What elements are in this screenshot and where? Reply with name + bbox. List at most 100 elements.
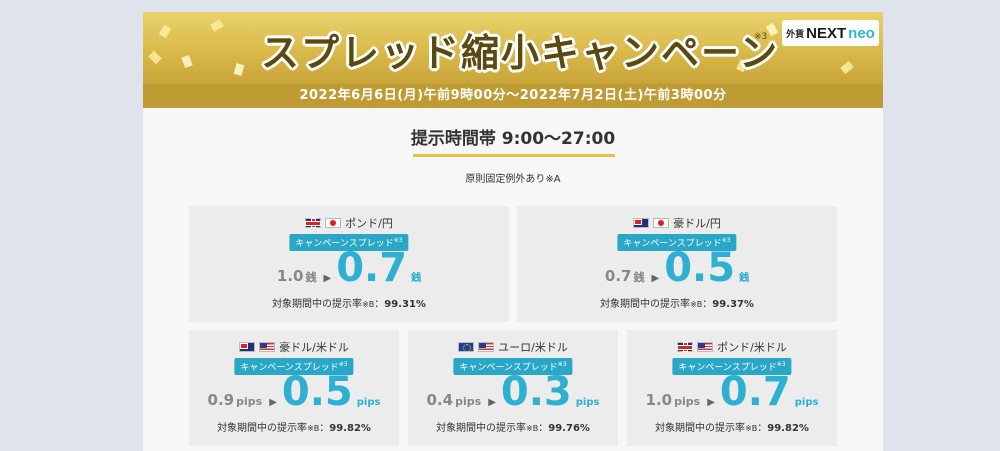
badge-note: ※3	[557, 361, 567, 368]
jp-flag-icon	[325, 218, 342, 228]
confetti-decoration	[233, 63, 245, 76]
pair-label: ポンド/米ドル	[717, 341, 787, 354]
spread-values: 1.0 pips ▶ 0.7 pips	[627, 372, 837, 412]
campaign-spread-unit: 銭	[411, 273, 422, 284]
rate-note: ※B	[526, 424, 539, 433]
presentation-rate: 対象期間中の提示率※B：99.82%	[655, 423, 809, 434]
arrow-right-icon: ▶	[707, 397, 715, 408]
campaign-spread: 0.7	[336, 245, 408, 291]
campaign-period: 2022年6月6日(月)午前9時00分～2022年7月2日(土)午前3時00分	[143, 84, 883, 108]
campaign-spread-unit: 銭	[739, 273, 750, 284]
spread-values: 0.9 pips ▶ 0.5 pips	[189, 372, 399, 412]
rate-value: 99.82%	[767, 423, 809, 434]
badge-note: ※3	[776, 361, 786, 368]
us-flag-icon	[697, 342, 714, 352]
badge-label: キャンペーンスプレッド	[295, 239, 394, 249]
old-spread-unit: pips	[236, 395, 263, 408]
au-flag-icon	[633, 218, 650, 228]
confetti-decoration	[148, 50, 162, 65]
campaign-spread-badge: キャンペーンスプレッド※3	[672, 358, 792, 375]
banner-title: スプレッド縮小キャンペーン	[261, 31, 780, 75]
logo-neo-text: neo	[848, 24, 875, 42]
campaign-spread: 0.3	[500, 369, 572, 415]
spread-values: 0.7 銭 ▶ 0.5 銭	[517, 248, 837, 288]
presentation-rate: 対象期間中の提示率※B：99.37%	[600, 299, 754, 310]
rate-value: 99.31%	[384, 299, 426, 310]
au-flag-icon	[239, 342, 256, 352]
confetti-decoration	[181, 54, 193, 69]
presentation-rate: 対象期間中の提示率※B：99.76%	[436, 423, 590, 434]
campaign-spread-badge: キャンペーンスプレッド※3	[289, 234, 409, 251]
old-spread-unit: pips	[455, 395, 482, 408]
badge-label: キャンペーンスプレッド	[623, 239, 722, 249]
spread-card-audusd: 豪ドル/米ドル キャンペーンスプレッド※3 0.9 pips ▶ 0.5 pip…	[189, 330, 399, 446]
presentation-rate: 対象期間中の提示率※B：99.82%	[217, 423, 371, 434]
currency-pair: ユーロ/米ドル	[408, 339, 618, 355]
campaign-spread-unit: pips	[794, 397, 819, 408]
old-spread: 1.0	[645, 391, 673, 409]
campaign-spread-unit: pips	[575, 397, 600, 408]
currency-pair: ポンド/円	[189, 215, 509, 231]
campaign-spread: 0.5	[281, 369, 353, 415]
rate-label: 対象期間中の提示率	[217, 423, 308, 434]
campaign-spread-badge: キャンペーンスプレッド※3	[617, 234, 737, 251]
campaign-panel: スプレッド縮小キャンペーン ※3 外貨 NEXT neo 2022年6月6日(月…	[143, 12, 883, 451]
rate-note: ※B	[690, 300, 703, 309]
badge-label: キャンペーンスプレッド	[678, 363, 777, 373]
old-spread-unit: 銭	[305, 271, 317, 284]
pair-label: ポンド/円	[345, 217, 393, 230]
rate-label: 対象期間中の提示率	[600, 299, 691, 310]
rate-label: 対象期間中の提示率	[655, 423, 746, 434]
rate-value: 99.76%	[548, 423, 590, 434]
nextneo-logo: 外貨 NEXT neo	[782, 20, 879, 46]
eu-flag-icon	[458, 342, 475, 352]
confetti-decoration	[840, 60, 854, 75]
pair-label: ユーロ/米ドル	[498, 341, 568, 354]
spread-values: 1.0 銭 ▶ 0.7 銭	[189, 248, 509, 288]
banner-note: ※3	[754, 32, 768, 42]
campaign-banner: スプレッド縮小キャンペーン ※3 外貨 NEXT neo	[143, 12, 883, 84]
campaign-spread-badge: キャンペーンスプレッド※3	[453, 358, 573, 375]
badge-note: ※3	[721, 237, 731, 244]
pair-label: 豪ドル/円	[673, 217, 721, 230]
rate-note: ※B	[307, 424, 320, 433]
arrow-right-icon: ▶	[651, 273, 660, 284]
spread-card-audjpy: 豪ドル/円 キャンペーンスプレッド※3 0.7 銭 ▶ 0.5 銭 対象期間中の…	[517, 206, 837, 322]
presentation-rate: 対象期間中の提示率※B：99.31%	[272, 299, 426, 310]
confetti-decoration	[158, 24, 172, 39]
currency-pair: ポンド/米ドル	[627, 339, 837, 355]
badge-note: ※3	[338, 361, 348, 368]
spread-card-eurusd: ユーロ/米ドル キャンペーンスプレッド※3 0.4 pips ▶ 0.3 pip…	[408, 330, 618, 446]
currency-pair: 豪ドル/円	[517, 215, 837, 231]
rate-value: 99.37%	[712, 299, 754, 310]
logo-jp-text: 外貨	[786, 29, 805, 40]
rate-label: 対象期間中の提示率	[436, 423, 527, 434]
uk-flag-icon	[677, 342, 694, 352]
spread-card-gbpjpy: ポンド/円 キャンペーンスプレッド※3 1.0 銭 ▶ 0.7 銭 対象期間中の…	[189, 206, 509, 322]
badge-label: キャンペーンスプレッド	[240, 363, 339, 373]
campaign-spread: 0.7	[719, 369, 791, 415]
confetti-decoration	[210, 19, 224, 32]
us-flag-icon	[259, 342, 276, 352]
campaign-spread-unit: pips	[356, 397, 381, 408]
campaign-spread: 0.5	[664, 245, 736, 291]
old-spread: 0.4	[426, 391, 454, 409]
old-spread-unit: 銭	[633, 271, 645, 284]
badge-note: ※3	[393, 237, 403, 244]
arrow-right-icon: ▶	[323, 273, 332, 284]
rate-note: ※B	[745, 424, 758, 433]
arrow-right-icon: ▶	[269, 397, 277, 408]
badge-label: キャンペーンスプレッド	[459, 363, 558, 373]
fixed-spread-note: 原則固定例外あり※A	[465, 174, 561, 185]
rate-value: 99.82%	[329, 423, 371, 434]
old-spread: 0.9	[207, 391, 235, 409]
uk-flag-icon	[305, 218, 322, 228]
pair-label: 豪ドル/米ドル	[279, 341, 349, 354]
presentation-hours: 提示時間帯 9:00～27:00	[410, 129, 616, 149]
rate-note: ※B	[362, 300, 375, 309]
jp-flag-icon	[653, 218, 670, 228]
campaign-spread-badge: キャンペーンスプレッド※3	[234, 358, 354, 375]
spread-values: 0.4 pips ▶ 0.3 pips	[408, 372, 618, 412]
currency-pair: 豪ドル/米ドル	[189, 339, 399, 355]
spread-card-gbpusd: ポンド/米ドル キャンペーンスプレッド※3 1.0 pips ▶ 0.7 pip…	[627, 330, 837, 446]
